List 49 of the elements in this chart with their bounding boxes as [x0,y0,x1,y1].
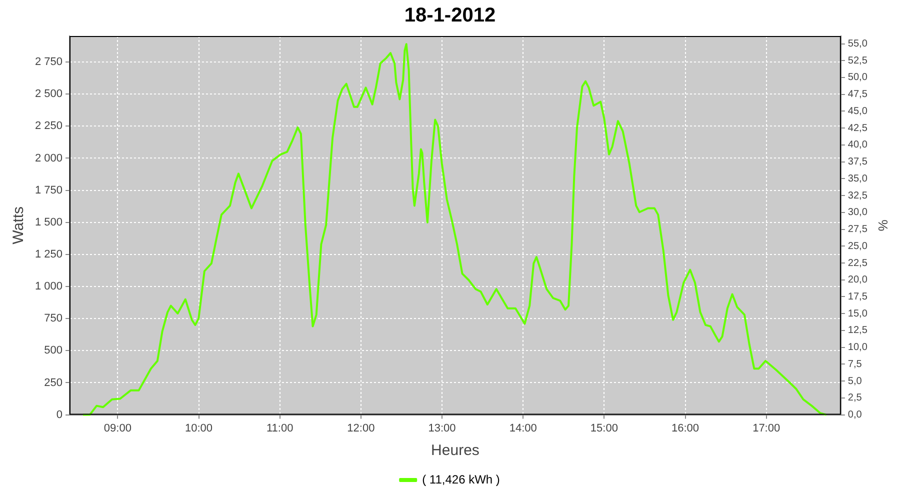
x-tick-label: 10:00 [185,422,213,434]
y-tick-label: 2 500 [34,88,63,100]
y2-tick-label: 40,0 [848,140,868,151]
y2-tick-label: 22,5 [848,258,868,269]
y2-tick-label: 42,5 [848,122,868,134]
y2-tick-label: 35,0 [848,173,868,184]
x-tick-label: 12:00 [347,422,375,434]
x-axis-title: Heures [431,442,480,460]
y2-tick-label: 15,0 [848,308,868,320]
y-axis-title: Watts [10,206,28,244]
x-tick-label: 13:00 [428,422,456,434]
y2-tick-label: 7,5 [848,358,862,370]
x-tick-label: 09:00 [104,422,132,434]
y-tick-label: 1 500 [34,216,63,228]
y2-tick-label: 52,5 [848,55,868,66]
x-tick-label: 11:00 [266,422,294,434]
y2-tick-label: 47,5 [848,89,868,100]
y2-tick-label: 10,0 [848,342,868,354]
y-tick-label: 2 250 [34,120,63,132]
y2-tick-label: 45,0 [848,106,868,117]
y2-tick-label: 12,5 [848,325,868,336]
y-tick-label: 1 750 [34,184,63,196]
chart-title: 18-1-2012 [404,4,496,27]
y2-tick-label: 27,5 [848,224,868,236]
y2-tick-label: 32,5 [848,190,868,202]
y-tick-label: 0 [56,408,63,421]
y2-tick-label: 37,5 [848,156,868,168]
y-tick-label: 750 [44,312,63,325]
x-tick-label: 15:00 [590,422,618,434]
y-tick-label: 2 000 [34,152,63,164]
y2-tick-label: 20,0 [848,274,868,286]
y-tick-label: 2 750 [34,56,63,68]
y2-tick-label: 55,0 [848,38,868,50]
y2-axis-title: % [876,220,891,232]
legend-label: ( 11,426 kWh ) [422,472,500,486]
y2-tick-label: 30,0 [848,207,868,218]
y2-tick-label: 2,5 [848,392,862,404]
y2-tick-label: 17,5 [848,291,868,302]
y2-tick-label: 50,0 [848,72,868,84]
y2-tick-label: 5,0 [848,376,862,387]
x-tick-label: 14:00 [509,422,537,434]
x-tick-label: 16:00 [671,422,700,434]
y-tick-label: 500 [44,344,63,357]
x-tick-label: 17:00 [752,422,780,434]
y-tick-label: 1 250 [34,248,63,260]
y2-tick-label: 25,0 [848,240,868,252]
y-tick-label: 1 000 [34,280,63,293]
y2-tick-label: 0,0 [848,410,862,421]
y-tick-label: 250 [44,376,63,389]
